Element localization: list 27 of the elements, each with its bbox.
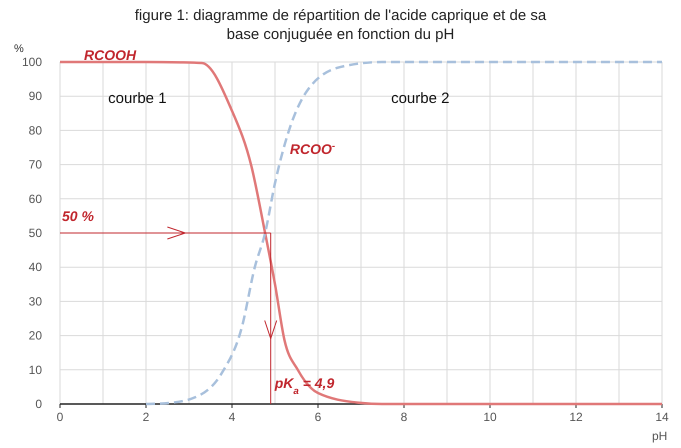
y-tick-label: 60 (28, 192, 42, 206)
series-label: RCOO$^{-}$ (290, 140, 336, 157)
x-tick-label: 14 (655, 410, 669, 424)
y-tick-label: 70 (28, 158, 42, 172)
y-tick-label: 50 (28, 226, 42, 240)
annotation: courbe 1 (108, 90, 167, 108)
annotation: courbe 2 (391, 90, 450, 108)
y-tick-label: 0 (35, 397, 42, 411)
y-tick-label: 20 (28, 328, 42, 343)
y-axis-title: % (14, 43, 24, 55)
y-tick-label: 40 (28, 260, 42, 274)
y-tick-label: 10 (28, 362, 42, 377)
y-tick-label: 30 (28, 294, 42, 308)
series-label: RCOOH (84, 47, 137, 63)
x-tick-label: 12 (569, 410, 583, 424)
y-tick-label: 100 (22, 55, 42, 69)
ref-line-label: 50 % (62, 208, 94, 224)
x-tick-label: 6 (314, 410, 322, 424)
x-tick-label: 4 (228, 410, 236, 424)
x-tick-label: 10 (483, 410, 497, 424)
x-tick-label: 8 (400, 410, 408, 424)
x-tick-label: 0 (56, 410, 64, 424)
x-axis-title: pH (652, 429, 668, 443)
y-tick-label: 80 (28, 123, 42, 138)
x-tick-label: 2 (142, 410, 150, 424)
chart-title: figure 1: diagramme de répartition de l'acide caprique et de sa base conjuguée en fonction du pH (134, 7, 547, 43)
y-tick-label: 90 (28, 89, 42, 104)
